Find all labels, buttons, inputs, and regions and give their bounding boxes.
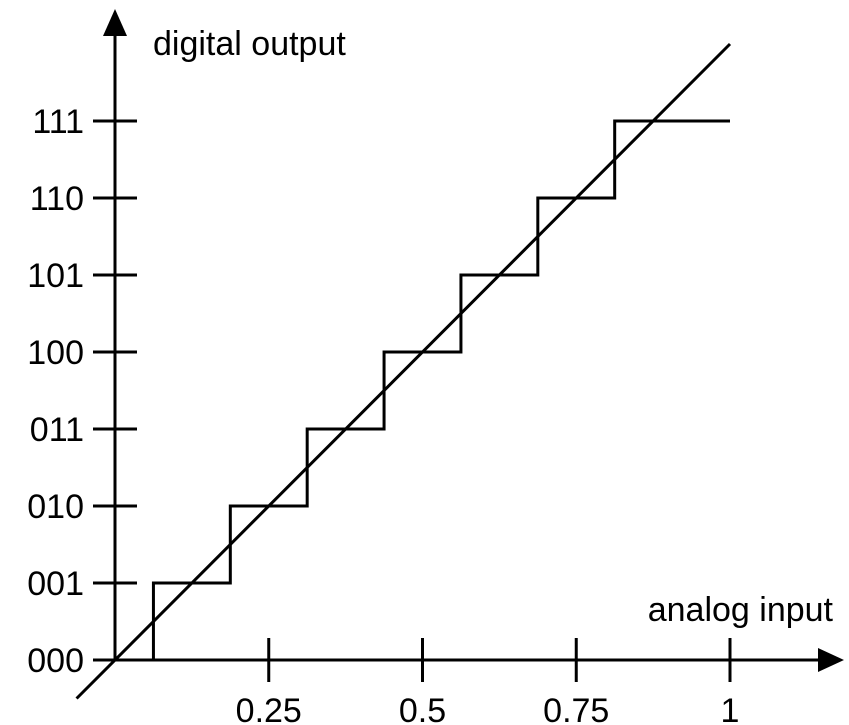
x-tick-label: 1: [721, 692, 740, 725]
y-tick-label: 110: [30, 180, 84, 218]
x-tick-label: 0.75: [543, 692, 609, 725]
x-tick-label: 0.5: [399, 692, 446, 725]
y-tick-label: 011: [30, 411, 84, 449]
y-axis-title: digital output: [153, 25, 346, 63]
x-tick-label: 0.25: [236, 692, 302, 725]
y-tick-label: 101: [27, 257, 84, 295]
x-axis-title: analog input: [648, 591, 834, 629]
y-tick-label: 000: [27, 642, 84, 680]
y-tick-label: 111: [32, 103, 84, 141]
x-axis-arrowhead: [818, 648, 844, 672]
y-tick-label: 010: [27, 488, 84, 526]
y-axis-arrowhead: [103, 9, 127, 36]
labels: 000 001 010 011 100 101 110 111 0.25 0.5 0.75 1: [27, 103, 739, 725]
y-tick-label: 001: [27, 565, 84, 603]
ticks: [93, 119, 732, 682]
axes: [103, 9, 844, 672]
series: [75, 42, 732, 700]
y-tick-label: 100: [27, 334, 84, 372]
staircase-transfer-line: [115, 119, 730, 662]
ideal-transfer-line: [75, 42, 732, 700]
